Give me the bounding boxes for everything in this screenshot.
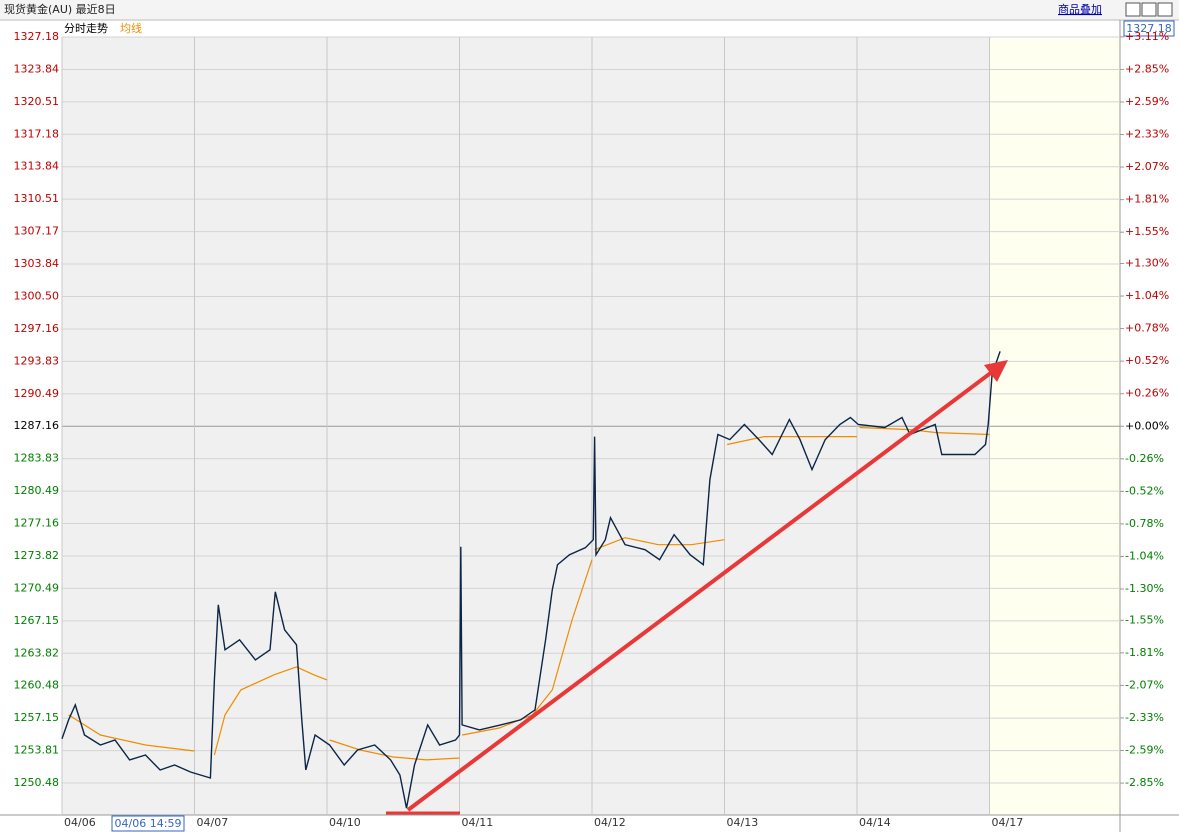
trend-arrow [406,370,994,812]
legend-entry: 均线 [120,21,142,35]
y-tick-label: 1257.15 [14,711,60,724]
x-tick-label: 04/12 [594,816,626,829]
y2-tick-label: +2.85% [1125,62,1169,75]
y2-tick-label: -0.78% [1125,517,1164,530]
y-tick-label: 1303.84 [14,257,60,270]
y-tick-label: 1327.18 [14,30,60,43]
window-title: 现货黄金(AU) 最近8日 [4,2,116,16]
y-tick-label: 1313.84 [14,160,60,173]
axes: 1327.18 1323.84 1320.51 1317.18 1313.84 1310.… [14,30,1170,829]
nav-icons[interactable] [1125,2,1173,17]
y2-tick-label: -1.30% [1125,582,1164,595]
y-tick-label: 1287.16 [14,419,60,432]
y-tick-label: 1280.49 [14,484,60,497]
y-tick-label: 1270.49 [14,581,60,594]
y-tick-label: 1320.51 [14,95,60,108]
y-tick-label: 1293.83 [14,354,60,367]
x-tick-label: 04/11 [462,816,494,829]
y-tick-label: 1253.81 [14,744,60,757]
x-tick-label: 04/14 [859,816,891,829]
y2-tick-label: +2.07% [1125,160,1169,173]
icon-left[interactable] [1125,2,1141,17]
overlay-button[interactable]: 商品叠加 [1058,2,1102,16]
legend: 分时走势 均线 [64,21,142,35]
y-tick-label: 1277.16 [14,517,60,530]
cursor-time: 04/06 14:59 [115,817,182,830]
y-tick-label: 1297.16 [14,322,60,335]
y2-tick-label: +1.81% [1125,193,1169,206]
arrow-head [984,360,1008,382]
y2-tick-label: -2.33% [1125,711,1164,724]
x-tick-label: 04/06 [64,816,96,829]
legend-entry: 分时走势 [64,22,108,35]
x-tick-label: 04/07 [197,816,229,829]
y2-tick-label: +0.26% [1125,387,1169,400]
y-tick-label: 1267.15 [14,614,60,627]
y-tick-label: 1300.50 [14,289,60,302]
y2-tick-label: -2.85% [1125,776,1164,789]
y-tick-label: 1250.48 [14,776,60,789]
price-line [61,351,1001,809]
y-tick-label: 1290.49 [14,387,60,400]
icon-panel[interactable] [1157,2,1173,17]
y-tick-label: 1323.84 [14,62,60,75]
x-tick-label: 04/13 [727,816,759,829]
x-tick-label: 04/10 [329,816,361,829]
y2-tick-label: +2.33% [1125,128,1169,141]
y2-tick-label: +1.30% [1125,256,1169,269]
y2-tick-label: -2.59% [1125,744,1164,757]
y2-tick-label: -1.04% [1125,549,1164,562]
y2-tick-label: -0.52% [1125,484,1164,497]
cursor-price: 1327.18 [1126,22,1172,35]
cursor-time-box [111,815,185,832]
y-tick-label: 1260.48 [14,679,60,692]
price-line [68,426,990,761]
y-tick-label: 1263.82 [14,646,60,659]
y2-tick-label: -1.81% [1125,646,1164,659]
annotation [386,360,1008,815]
y2-tick-label: +1.04% [1125,289,1169,302]
cursor-price-box [1123,20,1175,37]
y-tick-label: 1317.18 [14,127,60,140]
y2-tick-label: +1.55% [1125,225,1169,238]
y-tick-label: 1273.82 [14,549,60,562]
y2-tick-label: +0.00% [1125,419,1169,432]
y2-tick-label: -2.07% [1125,678,1164,691]
x-tick-label: 04/17 [992,816,1024,829]
y2-tick-label: +2.59% [1125,95,1169,108]
y2-tick-label: +3.11% [1125,30,1169,43]
y2-tick-label: -1.55% [1125,613,1164,626]
y2-tick-label: +0.78% [1125,322,1169,335]
y-tick-label: 1310.51 [14,192,60,205]
y2-tick-label: +0.52% [1125,354,1169,367]
icon-right[interactable] [1141,2,1157,17]
y-tick-label: 1307.17 [14,225,60,238]
title-bar [0,0,1179,20]
y2-tick-label: -0.26% [1125,452,1164,465]
lines [61,351,1001,809]
y-tick-label: 1283.83 [14,452,60,465]
